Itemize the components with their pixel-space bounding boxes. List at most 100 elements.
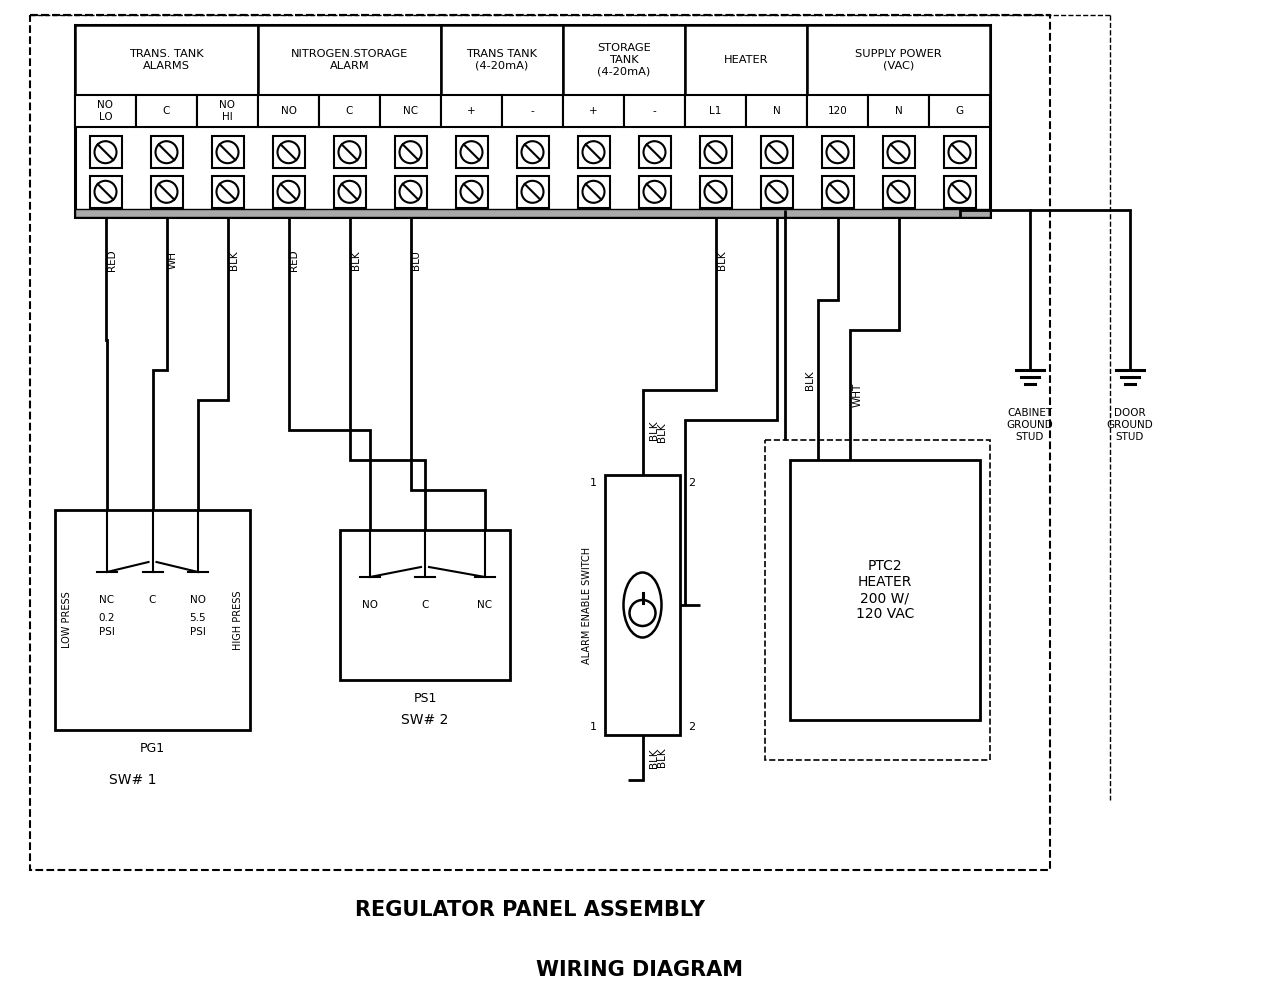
Bar bbox=[456, 176, 488, 207]
Text: HEATER: HEATER bbox=[723, 55, 768, 65]
Bar bbox=[760, 176, 792, 207]
Text: 120: 120 bbox=[828, 106, 847, 116]
Bar bbox=[685, 25, 806, 95]
Bar bbox=[517, 136, 549, 168]
Text: BLK: BLK bbox=[229, 250, 238, 270]
Text: NC: NC bbox=[100, 595, 115, 605]
Text: BLU: BLU bbox=[411, 250, 421, 270]
Ellipse shape bbox=[623, 573, 662, 637]
Bar bbox=[456, 136, 488, 168]
Text: NO
LO: NO LO bbox=[97, 101, 114, 122]
Bar bbox=[639, 136, 671, 168]
Text: RED: RED bbox=[106, 249, 116, 271]
Text: C: C bbox=[148, 595, 156, 605]
Text: 1: 1 bbox=[590, 722, 596, 732]
Text: +: + bbox=[467, 106, 476, 116]
Bar bbox=[625, 95, 685, 127]
Text: -: - bbox=[531, 106, 534, 116]
Text: L1: L1 bbox=[709, 106, 722, 116]
Bar bbox=[211, 176, 243, 207]
Bar bbox=[882, 136, 914, 168]
Text: PTC2
HEATER
200 W/
120 VAC: PTC2 HEATER 200 W/ 120 VAC bbox=[856, 559, 914, 621]
Bar bbox=[563, 95, 625, 127]
Bar bbox=[699, 176, 731, 207]
Bar bbox=[319, 95, 380, 127]
Bar bbox=[442, 95, 502, 127]
Bar bbox=[699, 136, 731, 168]
Bar bbox=[868, 95, 929, 127]
Text: NC: NC bbox=[403, 106, 419, 116]
Text: NO: NO bbox=[362, 600, 378, 610]
Bar bbox=[76, 95, 136, 127]
Text: PSI: PSI bbox=[99, 627, 115, 637]
Text: C: C bbox=[346, 106, 353, 116]
Bar bbox=[806, 25, 989, 95]
Bar bbox=[502, 95, 563, 127]
Bar bbox=[151, 136, 183, 168]
Bar bbox=[340, 530, 509, 680]
Text: REGULATOR PANEL ASSEMBLY: REGULATOR PANEL ASSEMBLY bbox=[355, 900, 705, 920]
Bar bbox=[442, 25, 563, 95]
Bar bbox=[577, 176, 609, 207]
Bar bbox=[685, 95, 746, 127]
Bar bbox=[765, 440, 989, 760]
Bar bbox=[517, 176, 549, 207]
Bar bbox=[76, 209, 989, 217]
Bar bbox=[577, 136, 609, 168]
Text: +: + bbox=[589, 106, 598, 116]
Text: N: N bbox=[895, 106, 902, 116]
Bar bbox=[136, 95, 197, 127]
Text: C: C bbox=[421, 600, 429, 610]
Text: 5.5: 5.5 bbox=[189, 613, 206, 623]
Bar bbox=[334, 176, 366, 207]
Text: PS1: PS1 bbox=[413, 692, 436, 705]
Bar bbox=[76, 25, 259, 95]
Text: SW# 1: SW# 1 bbox=[109, 773, 156, 787]
Bar bbox=[943, 136, 975, 168]
Text: 0.2: 0.2 bbox=[99, 613, 115, 623]
Bar bbox=[334, 136, 366, 168]
Text: BLK: BLK bbox=[649, 420, 659, 440]
Text: -: - bbox=[653, 106, 657, 116]
Bar bbox=[259, 95, 319, 127]
Bar bbox=[259, 25, 442, 95]
Bar bbox=[822, 176, 854, 207]
Bar bbox=[76, 25, 989, 217]
Text: NITROGEN.STORAGE
ALARM: NITROGEN.STORAGE ALARM bbox=[291, 49, 408, 70]
Text: NO: NO bbox=[189, 595, 206, 605]
Text: NO
HI: NO HI bbox=[219, 101, 236, 122]
Text: TRANS TANK
(4-20mA): TRANS TANK (4-20mA) bbox=[466, 49, 538, 70]
Text: CABINET
GROUND
STUD: CABINET GROUND STUD bbox=[1006, 409, 1053, 442]
Text: BLK: BLK bbox=[649, 748, 659, 767]
Text: BLK: BLK bbox=[805, 371, 815, 390]
Text: 1: 1 bbox=[590, 478, 596, 488]
Bar bbox=[605, 475, 680, 735]
Bar bbox=[639, 176, 671, 207]
Bar bbox=[806, 95, 868, 127]
Bar bbox=[563, 25, 685, 95]
Text: LOW PRESS: LOW PRESS bbox=[61, 592, 72, 649]
Bar bbox=[394, 136, 426, 168]
Text: WH: WH bbox=[168, 251, 178, 269]
Bar bbox=[29, 15, 1050, 870]
Bar bbox=[746, 95, 806, 127]
Text: 2: 2 bbox=[689, 478, 695, 488]
Text: SW# 2: SW# 2 bbox=[402, 713, 449, 727]
Bar bbox=[211, 136, 243, 168]
Bar bbox=[55, 510, 250, 730]
Text: BLK: BLK bbox=[658, 423, 667, 442]
Text: PG1: PG1 bbox=[140, 741, 165, 754]
Bar bbox=[882, 176, 914, 207]
Text: NO: NO bbox=[280, 106, 297, 116]
Bar bbox=[943, 176, 975, 207]
Text: RED: RED bbox=[289, 249, 300, 271]
Text: C: C bbox=[163, 106, 170, 116]
Text: BLK: BLK bbox=[351, 250, 361, 270]
Text: WHT: WHT bbox=[852, 383, 863, 407]
Bar bbox=[273, 176, 305, 207]
Bar bbox=[929, 95, 989, 127]
Bar bbox=[380, 95, 442, 127]
Text: STORAGE
TANK
(4-20mA): STORAGE TANK (4-20mA) bbox=[598, 43, 650, 77]
Text: HIGH PRESS: HIGH PRESS bbox=[233, 590, 243, 650]
Text: BLK: BLK bbox=[658, 747, 667, 767]
